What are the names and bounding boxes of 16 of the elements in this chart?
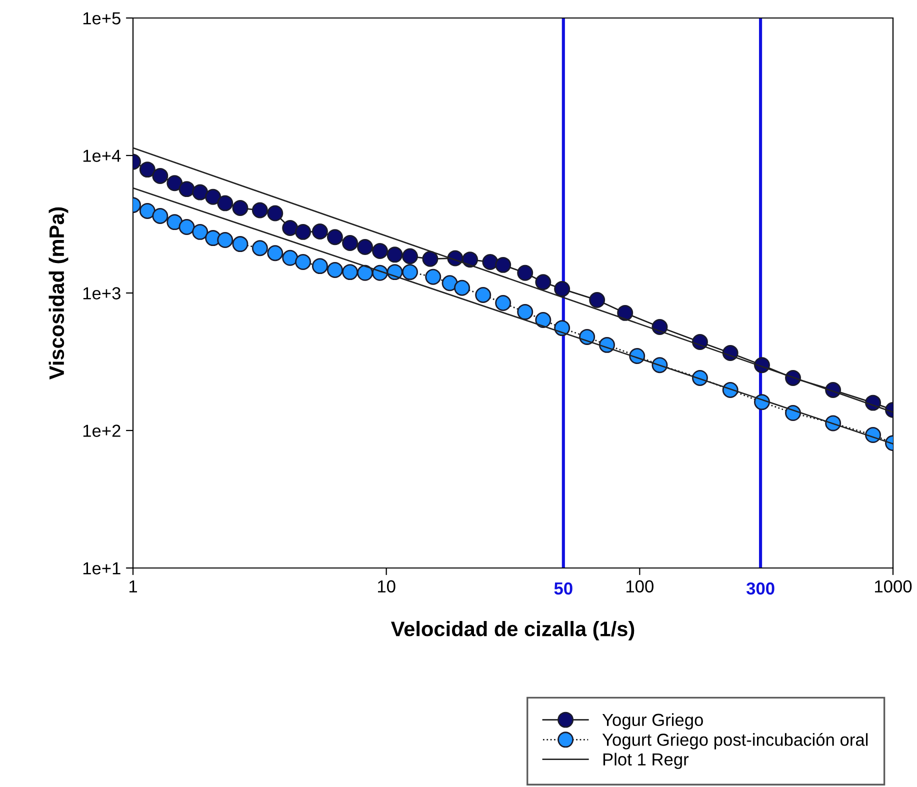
legend-label: Plot 1 Regr bbox=[603, 752, 689, 770]
ref-line-label: 50 bbox=[554, 582, 572, 595]
x-tick-label: 10 bbox=[378, 580, 396, 593]
x-tick-label: 1 bbox=[129, 580, 137, 592]
ref-line-label: 300 bbox=[746, 582, 774, 595]
x-tick-label: 1000 bbox=[875, 580, 912, 593]
y-axis-title: Viscosidad (mPa) bbox=[48, 207, 68, 380]
x-tick-label: 100 bbox=[626, 580, 654, 593]
legend-label: Yogurt Griego post-incubación oral bbox=[602, 732, 868, 750]
y-tick-label: 1e+3 bbox=[83, 287, 120, 300]
y-tick-label: 1e+4 bbox=[83, 150, 121, 162]
y-tick-label: 1e+2 bbox=[83, 424, 120, 437]
x-axis-title: Velocidad de cizalla (1/s) bbox=[390, 620, 634, 640]
y-tick-label: 1e+5 bbox=[83, 12, 120, 24]
legend-label: Yogur Griego bbox=[602, 713, 703, 730]
y-tick-label: 1e+1 bbox=[83, 562, 120, 574]
